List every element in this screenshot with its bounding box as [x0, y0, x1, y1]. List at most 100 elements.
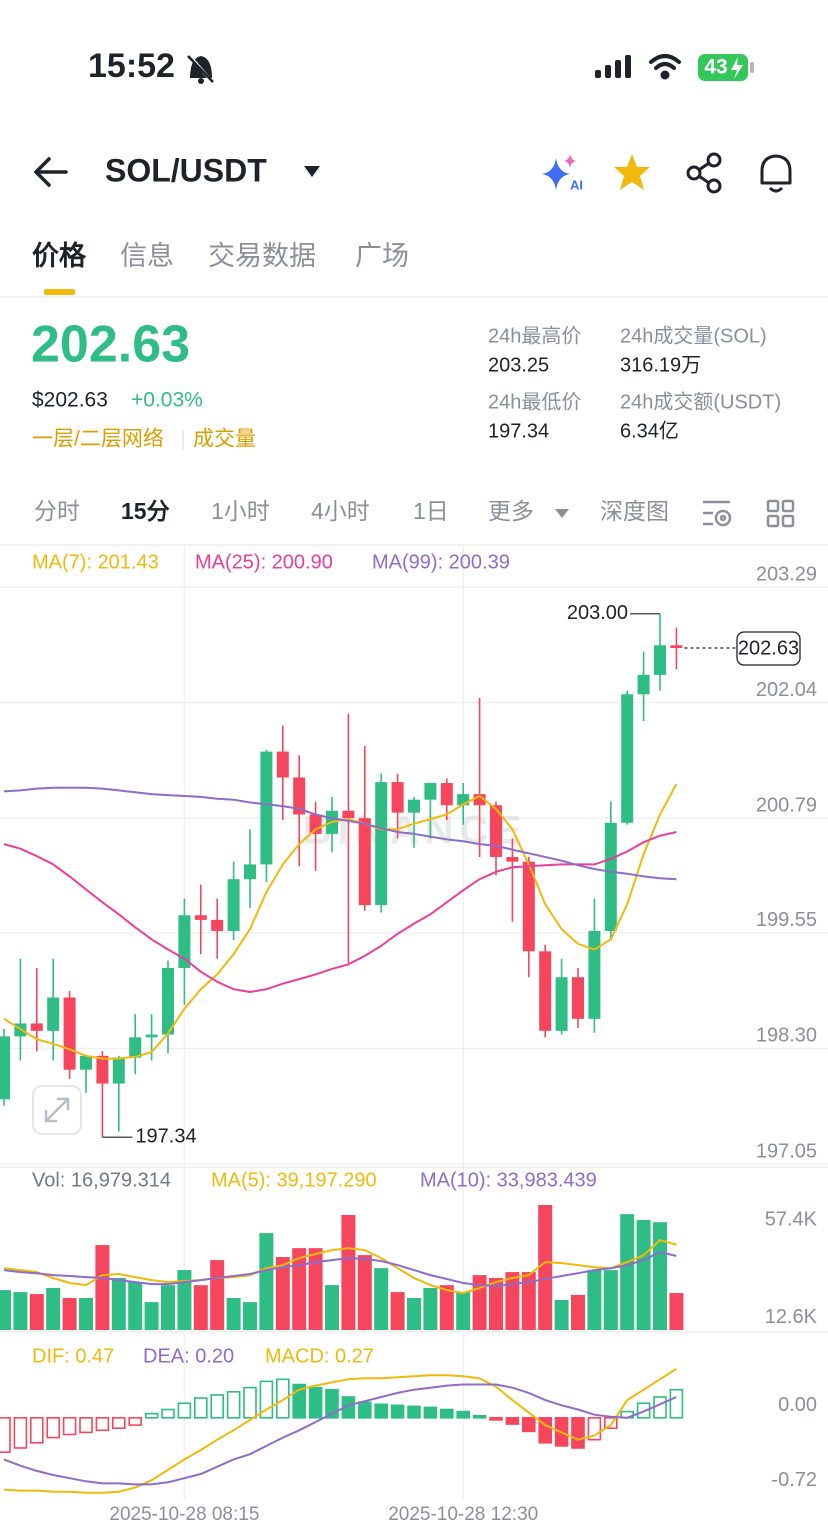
interval[interactable]: 分时 — [34, 498, 80, 524]
share-button[interactable] — [686, 152, 722, 194]
network-link[interactable]: 一层/二层网络 — [32, 428, 164, 451]
legend-entry: MA(7): 201.43 — [32, 551, 159, 573]
volume-bar — [374, 1268, 389, 1330]
candle-body — [522, 861, 535, 952]
ma-line — [3, 831, 677, 994]
candle-body — [604, 822, 617, 931]
volume-bar — [259, 1233, 274, 1330]
legend-entry: DEA: 0.20 — [143, 1345, 234, 1367]
x-tick-label: 2025-10-28 12:30 — [388, 1504, 538, 1525]
volume-bar — [46, 1287, 61, 1330]
macd-bar — [46, 1417, 61, 1439]
candle-body — [391, 782, 404, 813]
macd-bar — [489, 1417, 503, 1421]
volume-bar — [636, 1220, 651, 1330]
macd-bar — [243, 1386, 257, 1419]
tab[interactable]: 交易数据 — [208, 241, 316, 271]
interval[interactable]: 1日 — [413, 498, 449, 524]
volume-bar — [341, 1215, 356, 1330]
macd-bar — [423, 1406, 438, 1419]
volume-bar — [423, 1287, 438, 1330]
candle-body — [670, 645, 683, 649]
interval[interactable]: 1小时 — [211, 498, 270, 524]
pair-dropdown[interactable] — [304, 166, 320, 177]
macd-bar — [62, 1417, 77, 1436]
low-label: 197.34 — [135, 1125, 196, 1147]
candle-body — [293, 777, 306, 815]
legend-entry: MA(10): 33,983.439 — [420, 1169, 597, 1191]
favorite-button[interactable] — [614, 154, 650, 190]
mute-icon — [187, 54, 216, 85]
volume-bar — [79, 1297, 93, 1330]
price-change: +0.03% — [131, 389, 203, 412]
volume-bar — [111, 1277, 126, 1330]
candle-body — [440, 783, 453, 806]
ma-line — [3, 1383, 677, 1486]
tab[interactable]: 广场 — [355, 241, 409, 271]
stat-value: 316.19万 — [620, 354, 701, 376]
candle-body — [178, 915, 191, 968]
volume-bar — [292, 1248, 307, 1330]
back-button[interactable] — [33, 157, 68, 187]
y-tick-label: 203.29 — [756, 563, 817, 585]
volume-bar — [456, 1292, 471, 1330]
volume-bar — [407, 1297, 421, 1330]
alert-button[interactable] — [760, 154, 792, 193]
candle-body — [457, 794, 470, 806]
ma-line — [3, 1368, 677, 1494]
status-time: 15:52 — [88, 47, 175, 85]
layout-button[interactable] — [766, 499, 795, 528]
stat-value: 6.34亿 — [620, 419, 679, 442]
volume-bar — [554, 1299, 569, 1330]
candle-body — [0, 1036, 10, 1100]
volume-bar — [177, 1270, 192, 1330]
y-tick-label: 199.55 — [756, 909, 817, 931]
last-price: 202.63 — [31, 316, 190, 374]
volume-bar — [489, 1277, 503, 1330]
candle-body — [342, 810, 355, 819]
volume-bar — [325, 1285, 339, 1330]
interval[interactable]: 4小时 — [311, 498, 370, 524]
depth-chart[interactable]: 深度图 — [600, 498, 669, 524]
volume-bar — [243, 1302, 257, 1330]
volume-bar — [161, 1285, 175, 1330]
macd-bar — [374, 1403, 389, 1419]
candle-body — [145, 1034, 158, 1038]
last-price-tag — [736, 631, 801, 666]
macd-bar — [177, 1402, 192, 1419]
ma-line — [3, 1250, 677, 1288]
y-tick-label: 12.6K — [765, 1306, 818, 1328]
pair-title[interactable]: SOL/USDT — [105, 152, 267, 188]
candle-body — [375, 782, 388, 906]
volume-bar — [587, 1270, 602, 1330]
candle-body — [490, 805, 502, 858]
candle-body — [539, 951, 552, 1031]
macd-bar — [456, 1410, 471, 1419]
stat-label: 24h最高价 — [488, 324, 581, 347]
expand-button[interactable] — [32, 1085, 82, 1135]
ma-line — [3, 1238, 677, 1295]
candle-body — [621, 694, 634, 823]
volume-bar — [538, 1205, 553, 1330]
tab-active[interactable]: 价格 — [32, 241, 87, 271]
candle-body — [211, 919, 224, 931]
wifi-icon — [649, 54, 681, 80]
candle-body — [555, 977, 568, 1031]
candle-body — [276, 751, 289, 778]
macd-bar — [112, 1417, 126, 1430]
volume-bar — [275, 1257, 290, 1330]
ai-button[interactable]: AI — [542, 154, 583, 192]
interval-more[interactable]: 更多 — [488, 498, 534, 524]
candle-body — [129, 1037, 142, 1058]
tab[interactable]: 信息 — [120, 241, 174, 271]
interval-active[interactable]: 15分 — [121, 498, 170, 524]
candle-body — [424, 783, 437, 800]
more-dropdown[interactable] — [555, 509, 569, 518]
indicator-settings[interactable] — [703, 500, 732, 527]
candle-body — [260, 751, 273, 865]
macd-bar — [390, 1404, 405, 1419]
macd-bar — [472, 1414, 487, 1419]
y-tick-label: 0.00 — [778, 1394, 817, 1416]
volume-link[interactable]: 成交量 — [193, 428, 256, 451]
